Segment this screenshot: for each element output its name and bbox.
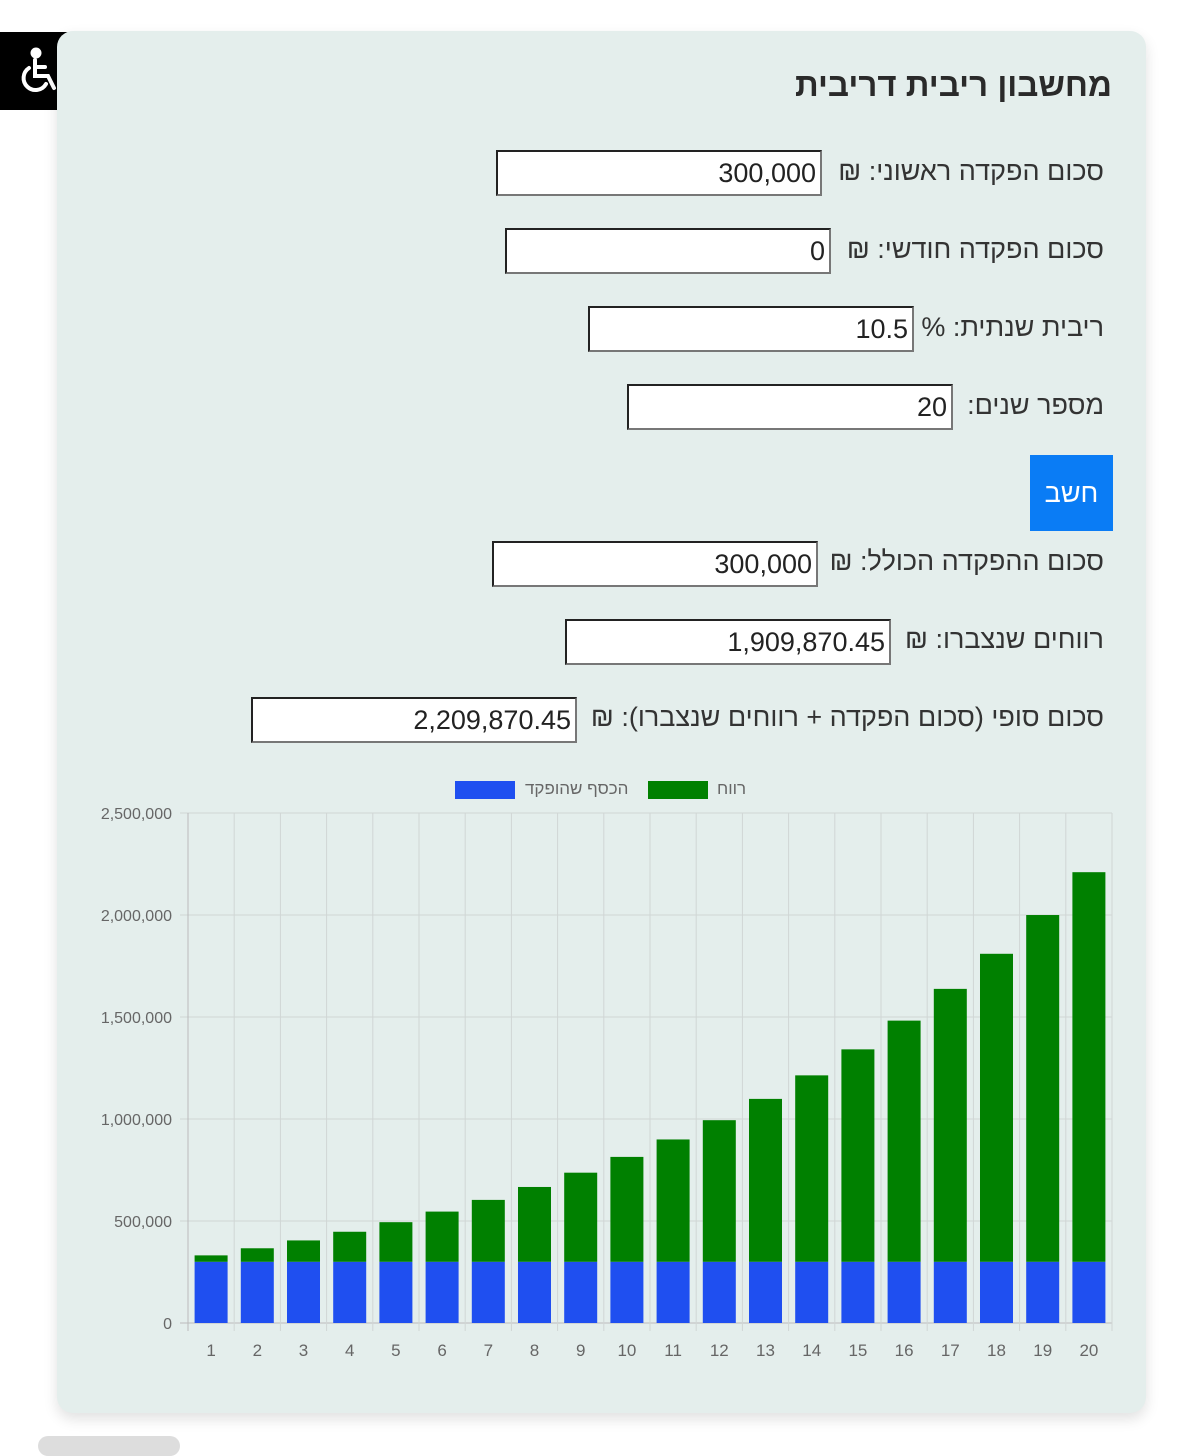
bar-profit [287,1240,320,1262]
x-tick-label: 13 [756,1341,775,1360]
bar-profit [656,1139,690,1262]
bar-deposit [933,1261,967,1323]
bar-deposit [1026,1261,1060,1323]
x-tick-label: 5 [391,1341,400,1360]
bar-deposit [795,1261,829,1323]
wheelchair-icon [21,47,56,92]
x-tick-label: 1 [206,1341,215,1360]
bar-deposit [749,1261,782,1323]
x-tick-label: 4 [345,1341,354,1360]
bar-profit [610,1156,644,1262]
y-tick-label: 1,500,000 [101,1010,172,1027]
bar-deposit [194,1261,228,1323]
bar-profit [425,1211,459,1262]
x-tick-label: 3 [299,1341,308,1360]
bar-deposit [518,1261,551,1323]
bar-deposit [656,1261,690,1323]
legend-swatch-profit [648,781,708,799]
bar-profit [518,1186,551,1262]
years-input[interactable] [627,384,953,430]
bar-deposit [287,1261,320,1323]
bar-deposit [425,1261,459,1323]
bar-deposit [379,1261,413,1323]
x-tick-label: 11 [664,1341,682,1360]
bar-profit [841,1049,875,1262]
calculate-button[interactable]: חשב [1030,455,1113,531]
bar-deposit [610,1261,644,1323]
bar-profit [240,1248,274,1262]
initial-deposit-label: סכום הפקדה ראשוני: ₪ [838,156,1104,186]
x-tick-label: 8 [530,1341,539,1360]
bar-profit [333,1231,367,1262]
y-tick-label: 1,000,000 [101,1112,172,1129]
final-amount-output[interactable] [251,697,577,743]
bar-deposit [887,1261,921,1323]
bar-profit [749,1098,782,1262]
x-tick-label: 2 [253,1341,262,1360]
bar-profit [933,988,967,1262]
x-tick-label: 7 [484,1341,493,1360]
final-amount-label: סכום סופי (סכום הפקדה + רווחים שנצברו): … [590,702,1104,732]
monthly-deposit-label: סכום הפקדה חודשי: ₪ [846,234,1104,264]
bar-deposit [841,1261,875,1323]
bar-deposit [980,1261,1013,1323]
monthly-deposit-input[interactable] [505,228,831,274]
x-tick-label: 16 [895,1341,914,1360]
x-tick-label: 10 [617,1341,636,1360]
bar-profit [980,953,1013,1262]
bar-profit [379,1222,413,1262]
x-tick-label: 14 [802,1341,821,1360]
bar-deposit [1072,1261,1106,1323]
earned-profit-output[interactable] [565,619,891,665]
earned-profit-label: רווחים שנצברו: ₪ [905,624,1104,654]
annual-interest-input[interactable] [588,306,914,352]
annual-interest-label: ריבית שנתית: % [921,312,1104,342]
legend-swatch-deposit [455,781,515,799]
page-title: מחשבון ריבית דריבית [794,66,1112,103]
x-tick-label: 9 [576,1341,585,1360]
bar-deposit [564,1261,598,1323]
x-tick-label: 15 [848,1341,867,1360]
bar-profit [887,1020,921,1262]
x-tick-label: 6 [437,1341,446,1360]
bar-deposit [333,1261,367,1323]
legend-label-profit[interactable]: רווח [717,779,747,798]
bar-profit [1026,915,1060,1262]
x-tick-label: 18 [987,1341,1006,1360]
bar-deposit [240,1261,274,1323]
bar-profit [471,1199,505,1262]
floating-widget[interactable] [38,1436,180,1456]
y-tick-label: 0 [163,1316,172,1333]
bar-profit [1072,872,1106,1262]
bar-deposit [702,1261,736,1323]
x-tick-label: 12 [710,1341,729,1360]
years-label: מספר שנים: [967,390,1104,420]
y-tick-label: 2,000,000 [101,908,172,925]
total-deposit-label: סכום ההפקדה הכולל: ₪ [829,546,1104,576]
bar-profit [795,1075,829,1262]
initial-deposit-input[interactable] [496,150,822,196]
legend-label-deposit[interactable]: הכסף שהופקד [525,779,629,798]
bar-profit [564,1172,598,1262]
x-tick-label: 17 [941,1341,960,1360]
y-tick-label: 500,000 [114,1214,172,1231]
x-tick-label: 20 [1079,1341,1098,1360]
bar-profit [702,1120,736,1262]
bar-deposit [471,1261,505,1323]
x-tick-label: 19 [1033,1341,1052,1360]
bar-profit [194,1255,228,1262]
total-deposit-output[interactable] [492,541,818,587]
y-tick-label: 2,500,000 [101,806,172,823]
